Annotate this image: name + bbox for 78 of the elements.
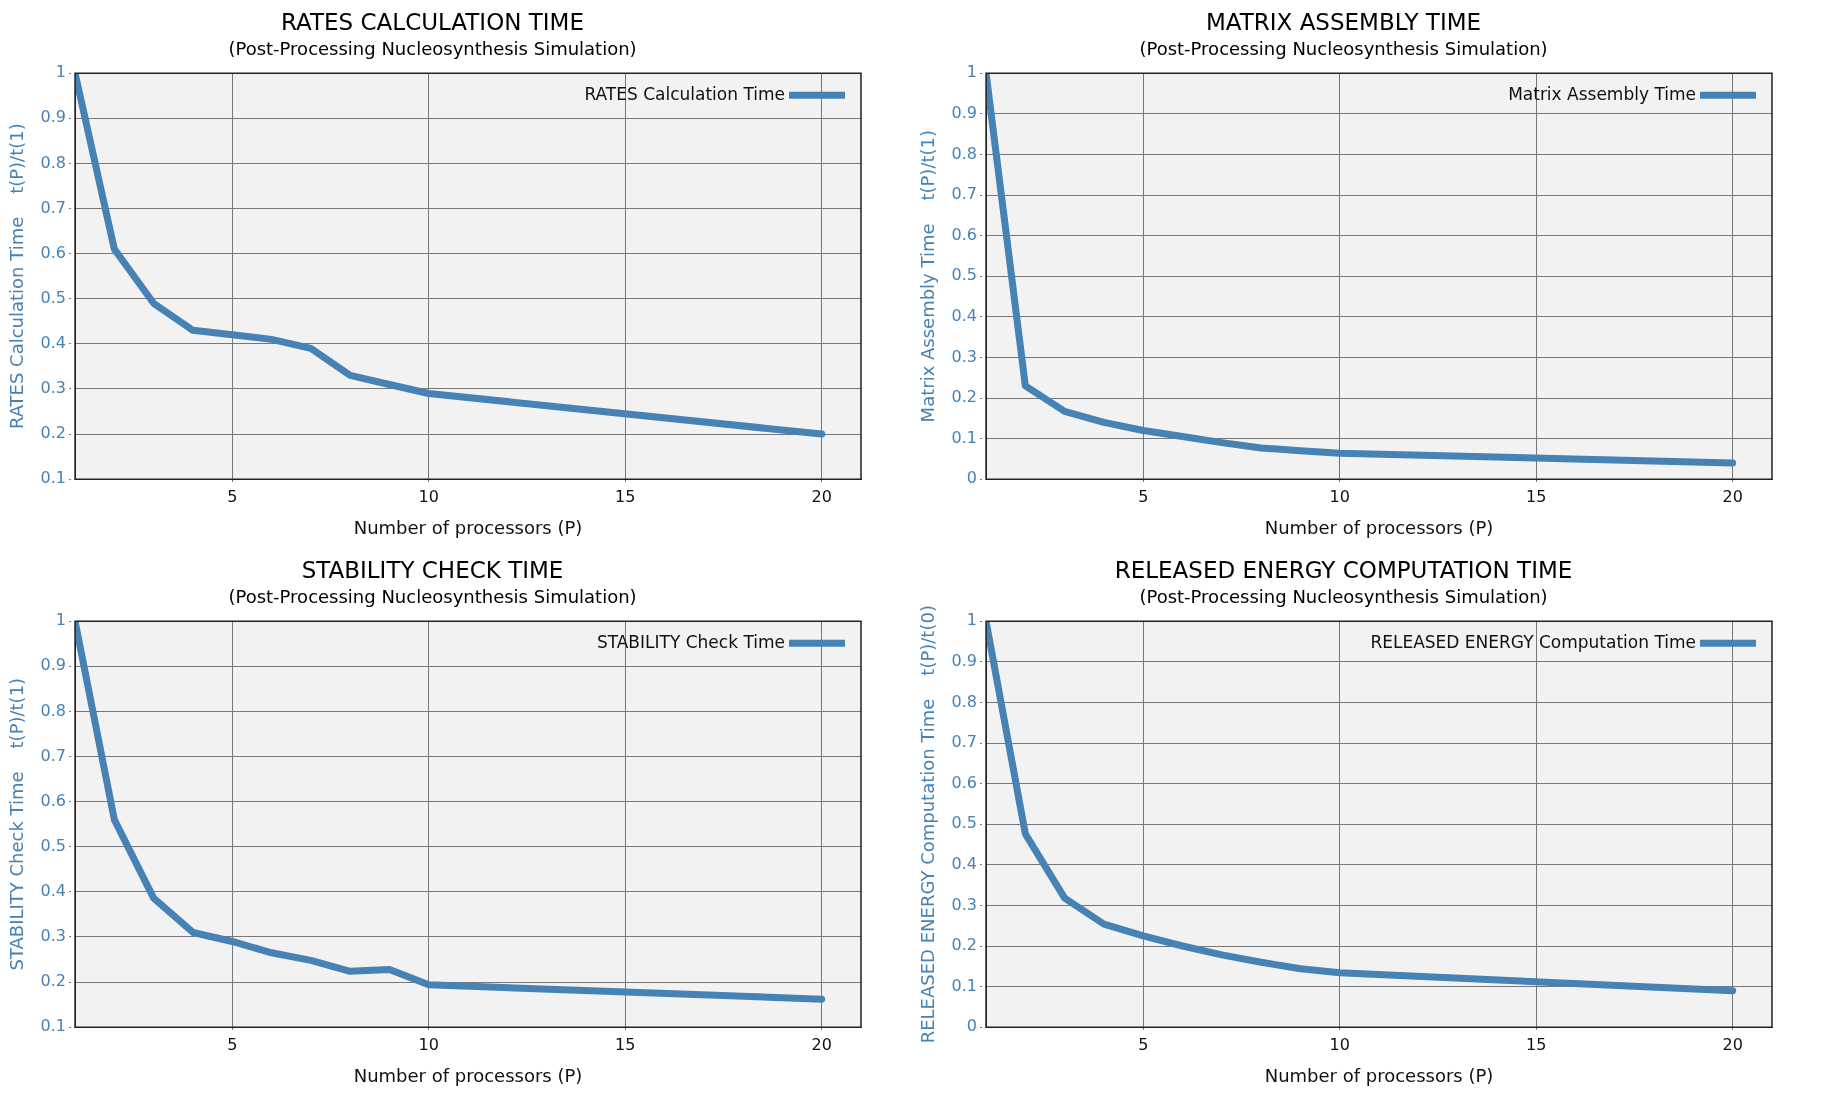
x-tick-label: 10 <box>1329 486 1350 506</box>
y-tick-label: 0.4 <box>40 333 67 353</box>
x-axis-title: Number of processors (P) <box>353 516 583 538</box>
y-tick-label: 0.3 <box>40 378 67 398</box>
x-tick-label: 5 <box>1138 486 1149 506</box>
y-tick-label: 0.9 <box>951 102 978 122</box>
chart-subtitle: (Post-Processing Nucleosynthesis Simulation) <box>1139 586 1548 608</box>
x-tick-label: 10 <box>1329 1034 1350 1054</box>
x-tick-label: 5 <box>1138 1034 1149 1054</box>
y-tick-label: 0.9 <box>40 107 67 127</box>
y-tick-label: 0.7 <box>951 732 978 752</box>
y-tick-label: 0.7 <box>40 745 67 765</box>
y-tick-label: 0.3 <box>951 894 978 914</box>
x-tick-label: 15 <box>1526 486 1547 506</box>
legend-label: Matrix Assembly Time <box>1508 83 1696 104</box>
x-tick-label: 20 <box>811 1034 832 1054</box>
y-tick-label: 0.1 <box>40 1016 67 1036</box>
y-axis-title: Matrix Assembly Time t(P)/t(1) <box>917 130 939 423</box>
y-tick-label: 0.8 <box>40 700 67 720</box>
chart-title: RELEASED ENERGY COMPUTATION TIME <box>1114 556 1573 583</box>
y-tick-label: 0.1 <box>951 427 978 447</box>
x-tick-label: 20 <box>811 486 832 506</box>
x-tick-label: 15 <box>615 486 636 506</box>
y-tick-label: 1 <box>55 62 67 82</box>
y-tick-label: 0.3 <box>40 926 67 946</box>
y-tick-label: 0.2 <box>40 971 67 991</box>
y-tick-label: 0.7 <box>40 197 67 217</box>
chart-subtitle: (Post-Processing Nucleosynthesis Simulation) <box>228 38 637 60</box>
x-axis-title: Number of processors (P) <box>1264 516 1494 538</box>
y-tick-label: 1 <box>966 610 978 630</box>
y-tick-label: 0.1 <box>40 468 67 488</box>
x-tick-label: 20 <box>1722 1034 1743 1054</box>
y-tick-label: 0.5 <box>40 287 67 307</box>
y-axis-title: RATES Calculation Time t(P)/t(1) <box>6 123 28 430</box>
y-tick-label: 0.4 <box>40 881 67 901</box>
legend-label: RELEASED ENERGY Computation Time <box>1370 631 1696 652</box>
x-tick-label: 5 <box>227 1034 238 1054</box>
chart-title: RATES CALCULATION TIME <box>281 8 584 35</box>
x-tick-label: 20 <box>1722 486 1743 506</box>
y-tick-label: 0.2 <box>951 935 978 955</box>
y-tick-label: 0.4 <box>951 853 978 873</box>
y-tick-label: 0.5 <box>951 265 978 285</box>
y-tick-label: 0.9 <box>951 650 978 670</box>
y-tick-label: 0.8 <box>951 691 978 711</box>
y-tick-label: 0.5 <box>951 813 978 833</box>
y-tick-label: 0.6 <box>951 224 978 244</box>
x-tick-label: 5 <box>227 486 238 506</box>
y-tick-label: 0.5 <box>40 835 67 855</box>
y-tick-label: 0.1 <box>951 975 978 995</box>
x-axis-title: Number of processors (P) <box>1264 1064 1494 1086</box>
x-tick-label: 15 <box>1526 1034 1547 1054</box>
chart-title: STABILITY CHECK TIME <box>301 556 564 583</box>
x-tick-label: 15 <box>615 1034 636 1054</box>
y-tick-label: 1 <box>966 62 978 82</box>
y-axis-title: STABILITY Check Time t(P)/t(1) <box>6 677 28 971</box>
y-tick-label: 0.9 <box>40 655 67 675</box>
chart-subtitle: (Post-Processing Nucleosynthesis Simulation) <box>1139 38 1548 60</box>
x-axis-title: Number of processors (P) <box>353 1064 583 1086</box>
y-axis-title: RELEASED ENERGY Computation Time t(P)/t(0) <box>917 605 939 1044</box>
legend-label: RATES Calculation Time <box>584 83 785 104</box>
y-tick-label: 1 <box>55 610 67 630</box>
y-tick-label: 0.8 <box>951 143 978 163</box>
y-tick-label: 0 <box>966 1016 978 1036</box>
y-tick-label: 0.2 <box>40 423 67 443</box>
y-tick-label: 0 <box>966 468 978 488</box>
chart-title: MATRIX ASSEMBLY TIME <box>1205 8 1482 35</box>
y-tick-label: 0.6 <box>40 242 67 262</box>
y-tick-label: 0.2 <box>951 387 978 407</box>
y-tick-label: 0.6 <box>40 790 67 810</box>
y-tick-label: 0.7 <box>951 184 978 204</box>
chart-subtitle: (Post-Processing Nucleosynthesis Simulation) <box>228 586 637 608</box>
y-tick-label: 0.3 <box>951 346 978 366</box>
y-tick-label: 0.6 <box>951 772 978 792</box>
y-tick-label: 0.4 <box>951 305 978 325</box>
legend-label: STABILITY Check Time <box>596 631 785 652</box>
x-tick-label: 10 <box>418 1034 439 1054</box>
y-tick-label: 0.8 <box>40 152 67 172</box>
x-tick-label: 10 <box>418 486 439 506</box>
